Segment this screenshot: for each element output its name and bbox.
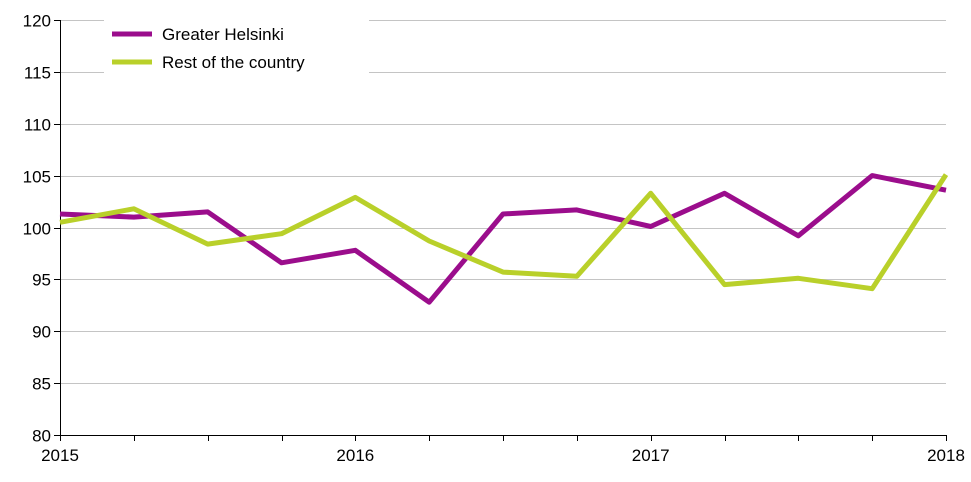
legend-background xyxy=(104,15,369,77)
y-tick-label: 110 xyxy=(24,116,51,135)
x-tick-label: 2016 xyxy=(336,446,374,465)
y-tick-label: 100 xyxy=(23,220,51,239)
axes: 80 85 90 95 100 105 110 115 120 2015 2016 2017 2018 xyxy=(23,12,965,466)
y-tick-label: 90 xyxy=(32,323,51,342)
y-tick-label: 95 xyxy=(32,271,51,290)
y-tick-label: 85 xyxy=(32,375,51,394)
series-line-1 xyxy=(59,173,947,305)
legend-label: Rest of the country xyxy=(162,53,305,72)
x-tick-label: 2018 xyxy=(927,446,965,465)
legend-label: Greater Helsinki xyxy=(162,25,284,44)
y-tick-label: 120 xyxy=(23,12,51,31)
y-tick-label: 80 xyxy=(32,427,51,446)
x-tick-label: 2015 xyxy=(41,446,79,465)
x-tick-label: 2017 xyxy=(632,446,670,465)
y-tick-label: 105 xyxy=(23,168,51,187)
legend: Greater Helsinki Rest of the country xyxy=(104,15,369,77)
y-tick-label: 115 xyxy=(24,64,51,83)
series-line-2 xyxy=(59,173,949,292)
series-lines xyxy=(59,173,949,305)
